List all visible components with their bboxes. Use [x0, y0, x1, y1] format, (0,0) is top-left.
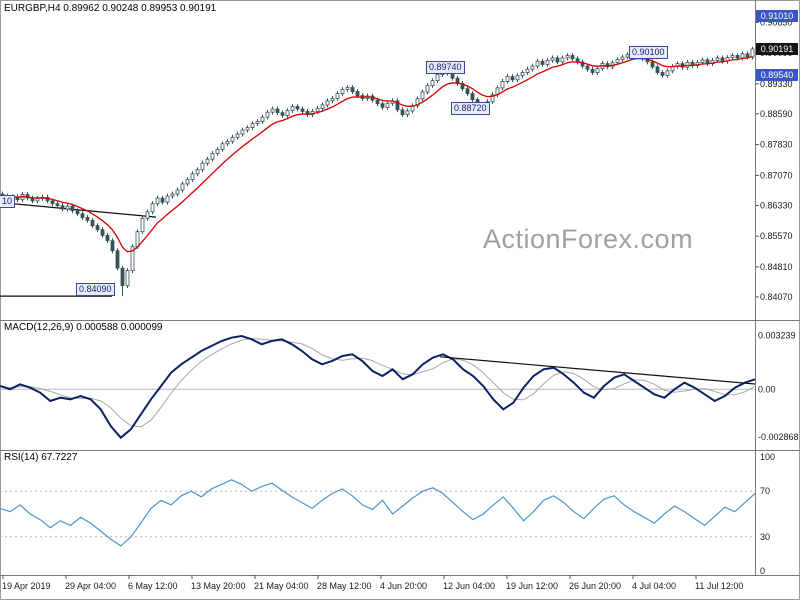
- watermark: ActionForex.com: [483, 224, 694, 254]
- svg-text:28 May 12:00: 28 May 12:00: [317, 581, 372, 591]
- svg-text:26 Jun 20:00: 26 Jun 20:00: [569, 581, 621, 591]
- price-box-resistance: 0.91010: [756, 10, 798, 22]
- svg-text:29 Apr 04:00: 29 Apr 04:00: [65, 581, 116, 591]
- svg-text:0.87830: 0.87830: [760, 140, 793, 150]
- svg-text:100: 100: [760, 452, 775, 462]
- macd-panel: 0.003239 0.00 -0.002868: [0, 330, 799, 442]
- macd-label: MACD(12,26,9) 0.000588 0.000099: [4, 322, 163, 333]
- macd-main-line: [0, 334, 756, 440]
- svg-text:0: 0: [760, 566, 765, 576]
- macd-signal-line: [0, 337, 756, 428]
- candlestick-series: [0, 46, 755, 297]
- annotation-left-clipped: 10: [0, 195, 16, 208]
- annotation-peak-0-90100: 0.90100: [629, 46, 668, 59]
- macd-trendline: [439, 356, 756, 385]
- svg-text:4 Jun 20:00: 4 Jun 20:00: [380, 581, 427, 591]
- svg-text:19 Jun 12:00: 19 Jun 12:00: [506, 581, 558, 591]
- svg-text:19 Apr 2019: 19 Apr 2019: [2, 581, 51, 591]
- price-axis-ticks: 0.908500.900900.893300.885900.878300.870…: [755, 17, 793, 302]
- svg-text:-0.002868: -0.002868: [758, 432, 799, 442]
- svg-text:30: 30: [760, 532, 770, 542]
- moving-average-line: [2, 55, 753, 253]
- annotation-low-0-84090: 0.84090: [76, 283, 115, 296]
- rsi-panel: 100 70 30 0: [0, 452, 775, 576]
- svg-text:0.84070: 0.84070: [760, 292, 793, 302]
- svg-text:0.89330: 0.89330: [760, 79, 793, 89]
- svg-text:0.00: 0.00: [758, 384, 776, 394]
- rsi-line: [0, 479, 756, 547]
- svg-text:0.87070: 0.87070: [760, 170, 793, 180]
- rsi-label: RSI(14) 67.7227: [4, 452, 78, 463]
- chart-title: EURGBP,H4 0.89962 0.90248 0.89953 0.9019…: [4, 3, 217, 14]
- svg-text:21 May 04:00: 21 May 04:00: [254, 581, 309, 591]
- svg-text:6 May 12:00: 6 May 12:00: [128, 581, 178, 591]
- x-axis-labels: 19 Apr 2019 29 Apr 04:00 6 May 12:00 13 May…: [2, 575, 743, 591]
- price-box-support: 0.89540: [756, 69, 798, 81]
- svg-text:0.86330: 0.86330: [760, 200, 793, 210]
- annotation-peak-0-89740: 0.89740: [426, 61, 465, 74]
- svg-text:0.003239: 0.003239: [758, 330, 796, 340]
- svg-text:12 Jun 04:00: 12 Jun 04:00: [443, 581, 495, 591]
- svg-text:11 Jul 12:00: 11 Jul 12:00: [695, 581, 743, 591]
- svg-text:0.90850: 0.90850: [760, 17, 793, 27]
- svg-text:4 Jul 04:00: 4 Jul 04:00: [632, 581, 676, 591]
- svg-text:70: 70: [760, 486, 770, 496]
- svg-text:0.84810: 0.84810: [760, 262, 793, 272]
- svg-text:13 May 20:00: 13 May 20:00: [191, 581, 246, 591]
- annotation-pullback-0-88720: 0.88720: [451, 102, 490, 115]
- svg-text:0.88590: 0.88590: [760, 109, 793, 119]
- svg-text:0.85570: 0.85570: [760, 231, 793, 241]
- price-box-current: 0.90191: [756, 43, 798, 55]
